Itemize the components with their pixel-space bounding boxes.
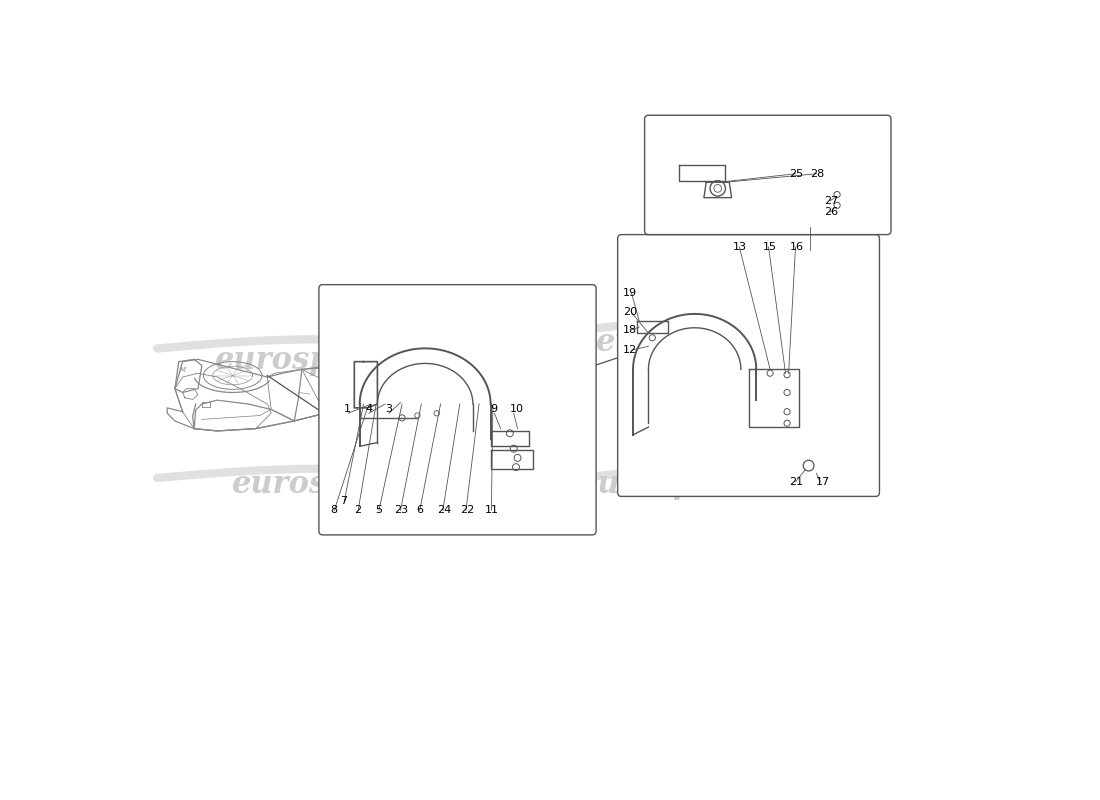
Text: 25: 25 bbox=[790, 169, 803, 179]
Text: 1: 1 bbox=[344, 404, 351, 414]
Text: eurospares: eurospares bbox=[580, 469, 768, 499]
Text: 11: 11 bbox=[485, 506, 499, 515]
Text: 17: 17 bbox=[816, 477, 831, 487]
Text: 28: 28 bbox=[810, 169, 824, 179]
Text: 5: 5 bbox=[375, 506, 382, 515]
Text: 22: 22 bbox=[460, 506, 474, 515]
Text: 24: 24 bbox=[437, 506, 451, 515]
Text: eurospares: eurospares bbox=[216, 346, 404, 376]
Text: 12: 12 bbox=[623, 345, 637, 355]
Text: 23: 23 bbox=[395, 506, 408, 515]
Text: 19: 19 bbox=[623, 288, 637, 298]
Text: 2: 2 bbox=[354, 506, 362, 515]
FancyBboxPatch shape bbox=[319, 285, 596, 535]
Text: eurospares: eurospares bbox=[232, 469, 421, 499]
Text: 16: 16 bbox=[790, 242, 803, 252]
Text: 18: 18 bbox=[623, 325, 637, 335]
Text: 7: 7 bbox=[341, 496, 348, 506]
FancyBboxPatch shape bbox=[618, 234, 880, 496]
Text: 13: 13 bbox=[733, 242, 747, 252]
Text: 26: 26 bbox=[824, 207, 838, 218]
Text: 21: 21 bbox=[790, 477, 803, 487]
Text: 10: 10 bbox=[510, 404, 524, 414]
Text: eurospares: eurospares bbox=[596, 327, 785, 358]
Text: 15: 15 bbox=[762, 242, 777, 252]
Text: 20: 20 bbox=[623, 307, 637, 318]
Text: 27: 27 bbox=[824, 196, 838, 206]
Text: 4200: 4200 bbox=[375, 370, 393, 377]
Text: 6: 6 bbox=[416, 506, 422, 515]
Text: 3: 3 bbox=[385, 404, 392, 414]
Text: 8: 8 bbox=[330, 506, 338, 515]
Text: 9: 9 bbox=[491, 404, 497, 414]
Text: 4: 4 bbox=[365, 404, 372, 414]
FancyBboxPatch shape bbox=[645, 115, 891, 234]
Text: M: M bbox=[180, 366, 186, 373]
